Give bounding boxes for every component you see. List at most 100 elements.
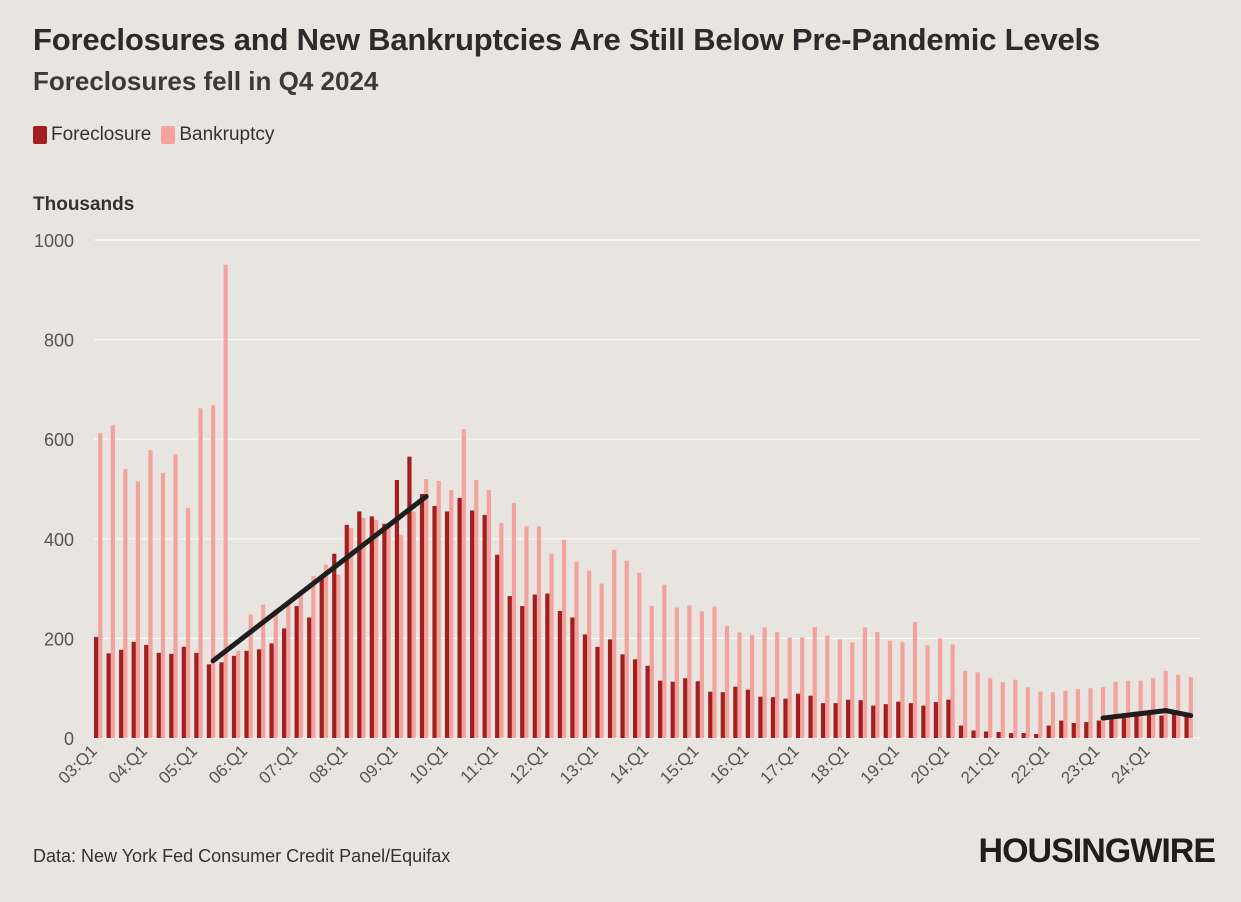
bar-bankruptcy (386, 524, 391, 738)
bar-foreclosure (820, 703, 826, 738)
bar-foreclosure (582, 634, 588, 738)
bar-bankruptcy (1088, 688, 1093, 738)
bar-bankruptcy (1188, 677, 1193, 738)
bar-foreclosure (369, 516, 374, 738)
bar-bankruptcy (110, 425, 115, 738)
bar-bankruptcy (223, 264, 228, 738)
bar-bankruptcy (160, 473, 166, 738)
bar-foreclosure (808, 695, 813, 738)
bar-foreclosure (495, 554, 500, 738)
bar-foreclosure (507, 596, 512, 738)
bar-foreclosure (1034, 734, 1039, 738)
x-tick-label: 19:Q1 (857, 741, 903, 787)
x-tick-label: 23:Q1 (1057, 741, 1103, 787)
bar-bankruptcy (561, 539, 567, 738)
bar-bankruptcy (298, 592, 303, 738)
bar-foreclosure (795, 693, 801, 738)
bar-foreclosure (783, 698, 788, 738)
bar-bankruptcy (724, 625, 730, 738)
bar-foreclosure (470, 510, 475, 738)
bar-bankruptcy (587, 570, 592, 738)
bar-foreclosure (144, 644, 149, 738)
trend-line (1163, 708, 1194, 719)
bar-foreclosure (119, 649, 124, 738)
x-tick-label: 05:Q1 (155, 741, 201, 787)
bar-foreclosure (156, 652, 161, 738)
bar-foreclosure (131, 641, 136, 738)
bar-bankruptcy (900, 641, 905, 738)
bar-bankruptcy (775, 631, 780, 738)
bar-bankruptcy (975, 672, 980, 738)
bar-bankruptcy (812, 626, 817, 738)
legend-item-bankruptcy[interactable]: Bankruptcy (161, 124, 274, 146)
bar-foreclosure (846, 699, 851, 738)
bar-bankruptcy (912, 621, 918, 738)
bar-foreclosure (269, 643, 274, 738)
bar-bankruptcy (1163, 670, 1168, 738)
bar-bankruptcy (1113, 681, 1118, 738)
bar-foreclosure (545, 593, 550, 738)
bar-bankruptcy (624, 560, 629, 738)
y-axis-unit-label: Thousands (33, 194, 135, 215)
bar-foreclosure (658, 680, 663, 738)
bar-bankruptcy (248, 614, 253, 738)
bar-foreclosure (419, 493, 425, 738)
bar-foreclosure (256, 649, 262, 738)
y-tick-label: 1000 (34, 231, 74, 251)
bar-bankruptcy (411, 511, 416, 738)
bar-bankruptcy (1025, 687, 1030, 738)
bar-bankruptcy (198, 408, 203, 738)
y-tick-label: 200 (44, 629, 74, 649)
bar-bankruptcy (123, 469, 128, 738)
x-tick-label: 14:Q1 (606, 741, 652, 787)
bar-bankruptcy (637, 572, 642, 738)
legend-swatch-foreclosure (33, 126, 47, 144)
bar-foreclosure (482, 514, 487, 738)
bar-bankruptcy (1075, 689, 1081, 738)
bar-bankruptcy (348, 527, 354, 738)
bar-foreclosure (1159, 715, 1164, 738)
legend-swatch-bankruptcy (161, 126, 176, 144)
bar-foreclosure (169, 653, 174, 738)
bar-foreclosure (457, 497, 462, 738)
bar-bankruptcy (749, 634, 755, 738)
bar-foreclosure (94, 636, 99, 738)
x-tick-label: 08:Q1 (305, 741, 351, 787)
x-tick-label: 10:Q1 (406, 741, 452, 787)
bar-bankruptcy (862, 627, 867, 738)
bar-bankruptcy (988, 678, 993, 738)
bar-foreclosure (181, 646, 186, 738)
bar-bankruptcy (185, 507, 191, 738)
bar-bankruptcy (800, 637, 805, 738)
bar-foreclosure (1146, 710, 1152, 738)
bar-foreclosure (1171, 713, 1177, 738)
bar-bankruptcy (311, 576, 316, 738)
bar-bankruptcy (1013, 679, 1018, 738)
legend-item-foreclosure[interactable]: Foreclosure (33, 124, 151, 146)
bar-bankruptcy (461, 429, 466, 738)
bar-foreclosure (683, 678, 688, 738)
bar-bankruptcy (474, 480, 479, 738)
bar-bankruptcy (837, 639, 842, 738)
bar-bankruptcy (1050, 692, 1055, 738)
bar-foreclosure (896, 701, 901, 738)
x-tick-label: 04:Q1 (105, 741, 151, 787)
bar-foreclosure (382, 523, 387, 738)
x-tick-label: 22:Q1 (1007, 741, 1053, 787)
bar-bankruptcy (963, 670, 968, 738)
bar-bankruptcy (373, 519, 379, 738)
x-tick-label: 03:Q1 (55, 741, 101, 787)
x-tick-label: 07:Q1 (255, 741, 301, 787)
bar-foreclosure (883, 704, 888, 738)
bar-bankruptcy (361, 517, 366, 738)
bar-foreclosure (1134, 714, 1139, 738)
bar-foreclosure (670, 681, 675, 738)
bar-foreclosure (444, 511, 450, 738)
bar-foreclosure (1109, 717, 1114, 738)
bar-bankruptcy (211, 405, 216, 738)
bar-foreclosure (1071, 723, 1076, 738)
bar-foreclosure (1121, 718, 1126, 738)
x-tick-label: 18:Q1 (807, 741, 853, 787)
y-tick-label: 800 (44, 331, 74, 351)
bar-foreclosure (244, 650, 249, 738)
